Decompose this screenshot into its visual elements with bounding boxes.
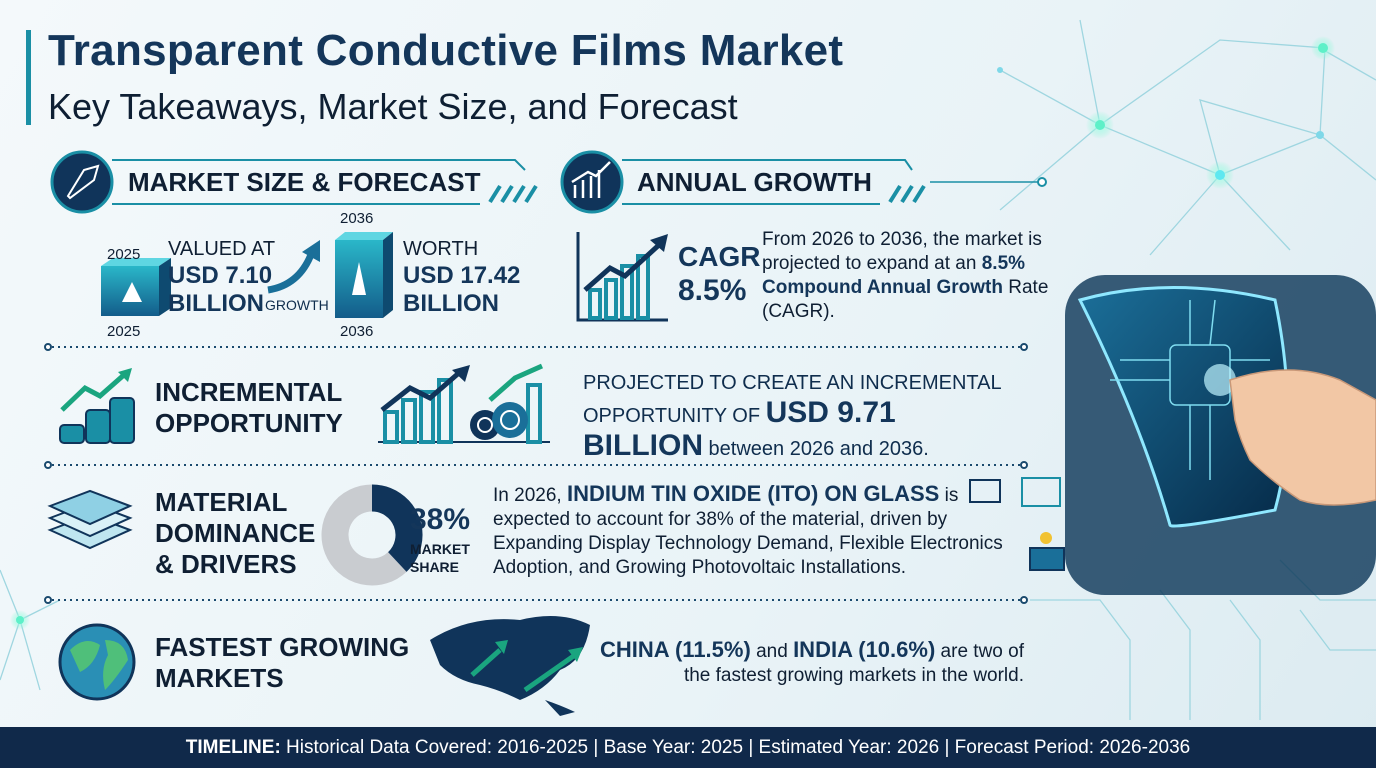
section-heading: MATERIAL DOMINANCE & DRIVERS <box>155 487 316 579</box>
text: In 2026, <box>493 485 567 506</box>
accent-bar <box>26 30 31 125</box>
cagr-value: 8.5% <box>678 274 747 307</box>
text: between 2026 and 2036. <box>703 438 929 460</box>
emphasis: INDIA (10.6%) <box>793 637 936 662</box>
tablet-art <box>1065 275 1376 595</box>
title: Transparent Conductive Films Market <box>48 26 844 75</box>
paragraph: In 2026, INDIUM TIN OXIDE (ITO) ON GLASS… <box>493 482 1033 580</box>
donut-rest <box>321 484 407 586</box>
text: is expected to account for 38% of the ma… <box>493 485 1003 578</box>
value-unit: BILLION <box>168 290 264 317</box>
year-label: 2036 <box>340 210 374 227</box>
section-heading: MARKET SIZE & FORECAST <box>128 167 481 197</box>
paragraph: PROJECTED TO CREATE AN INCREMENTAL OPPOR… <box>583 368 1013 464</box>
growth-label: GROWTH <box>265 297 329 313</box>
share-label: 38% <box>410 503 471 536</box>
footer-text: Historical Data Covered: 2016-2025 | Bas… <box>280 737 1191 758</box>
fastest-art <box>58 616 590 716</box>
value-caption: WORTH <box>403 238 479 260</box>
footer-label: TIMELINE: <box>185 737 281 758</box>
subtitle: Key Takeaways, Market Size, and Forecast <box>48 86 738 127</box>
value: USD 7.10 <box>168 262 273 289</box>
year-label: 2025 <box>107 323 141 340</box>
donut-share <box>371 484 423 572</box>
paragraph: CHINA (11.5%) and INDIA (10.6%) are two … <box>594 638 1024 688</box>
text: and <box>750 641 794 662</box>
network-nodes <box>10 36 1335 630</box>
share-caption: MARKET SHARE <box>410 541 470 575</box>
emphasis: 8.5% Compound Annual Growth <box>762 253 1026 298</box>
value-unit: BILLION <box>403 290 499 317</box>
network <box>0 19 1376 720</box>
text: PROJECTED TO CREATE AN INCREMENTAL OPPOR… <box>583 372 1001 427</box>
value-caption: VALUED AT <box>168 238 276 260</box>
section-heading: ANNUAL GROWTH <box>637 167 872 197</box>
emphasis: CHINA (11.5%) <box>600 637 751 662</box>
separator-dots <box>44 343 1028 604</box>
market-size-art <box>101 232 393 318</box>
footer: TIMELINE: Historical Data Covered: 2016-… <box>0 727 1376 768</box>
text: From 2026 to 2036, the market is project… <box>762 229 1042 274</box>
cagr-icon <box>576 232 668 322</box>
year-label: 2025 <box>107 246 141 263</box>
incremental-icons <box>59 363 550 444</box>
section-heading: FASTEST GROWING MARKETS <box>155 632 410 693</box>
value: USD 17.42 <box>403 262 521 289</box>
paragraph: From 2026 to 2036, the market is project… <box>762 228 1062 324</box>
cagr-label: CAGR <box>678 241 761 272</box>
share-donut <box>321 484 423 586</box>
text: Rate (CAGR). <box>762 277 1049 322</box>
section-heading: INCREMENTAL OPPORTUNITY <box>155 377 343 438</box>
emphasis: INDIUM TIN OXIDE (ITO) ON GLASS <box>566 481 940 506</box>
header-decor <box>50 150 1047 214</box>
text: are two of the fastest growing markets i… <box>683 641 1024 686</box>
year-label: 2036 <box>340 323 374 340</box>
emphasis: USD 9.71 BILLION <box>583 396 896 462</box>
material-icons <box>47 477 1065 571</box>
